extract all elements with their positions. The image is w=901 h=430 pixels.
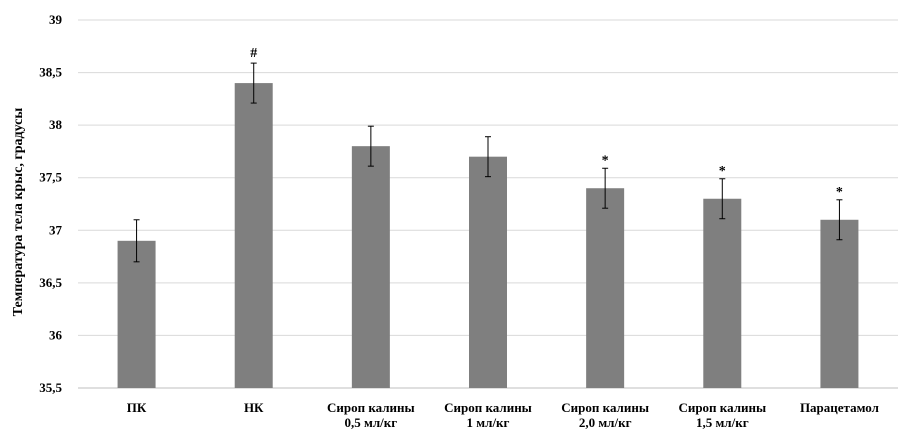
error-bar [719, 178, 726, 220]
error-bar [485, 136, 491, 178]
asterisk-annotation: * [836, 185, 843, 200]
bar [586, 188, 625, 388]
error-bar [250, 62, 257, 104]
y-tick-label: 37,5 [39, 170, 62, 185]
y-tick-label: 37 [49, 222, 63, 237]
bar [234, 83, 273, 388]
y-tick-label: 36 [49, 327, 63, 342]
x-tick-label: ПК [127, 400, 147, 415]
error-bar [602, 167, 609, 209]
bars [117, 83, 859, 388]
bar [351, 146, 390, 388]
asterisk-annotation: * [719, 164, 726, 179]
x-tick-label: Сироп калины 1 мл/кг [444, 400, 532, 430]
hash-annotation: # [250, 46, 257, 61]
x-tick-label: Парацетамол [800, 400, 879, 415]
y-axis-ticks: 35,5 36 36,5 37 37,5 38 38,5 39 [39, 12, 62, 395]
x-tick-label: Сироп калины 0,5 мл/кг [327, 400, 415, 430]
bar [703, 198, 742, 388]
y-tick-label: 38,5 [39, 65, 62, 80]
asterisk-annotation: * [602, 153, 609, 168]
y-tick-label: 39 [49, 12, 63, 27]
x-tick-label: Сироп калины 1,5 мл/кг [678, 400, 766, 430]
x-axis-ticks: ПК НК Сироп калины 0,5 мл/кг Сироп калины 1 м… [127, 400, 879, 430]
y-tick-label: 35,5 [39, 380, 62, 395]
error-bars [133, 62, 843, 263]
x-tick-label: НК [244, 400, 264, 415]
y-tick-label: 36,5 [39, 275, 62, 290]
bar [820, 219, 859, 388]
error-bar [133, 219, 140, 263]
bar [117, 240, 156, 388]
y-tick-label: 38 [49, 117, 63, 132]
x-tick-label: Сироп калины 2,0 мл/кг [561, 400, 649, 430]
error-bar [367, 125, 374, 167]
error-bar [836, 199, 843, 241]
significance-annotations: # * * * [250, 46, 843, 200]
bar [469, 156, 507, 388]
y-axis-label: Температура тела крыс, градусы [11, 108, 26, 317]
